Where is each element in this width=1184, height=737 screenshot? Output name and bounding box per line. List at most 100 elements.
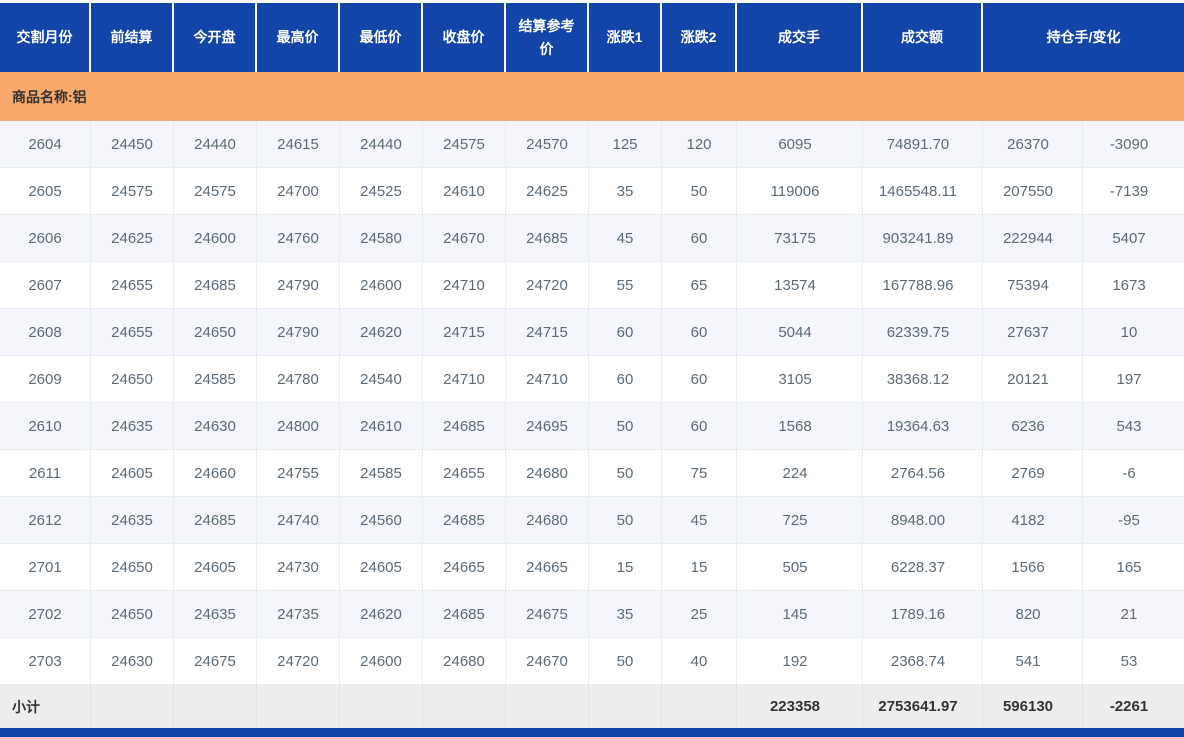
cell-high: 24615 xyxy=(257,121,340,168)
cell-open-interest: 75394 xyxy=(983,262,1083,309)
subtotal-close xyxy=(423,685,506,728)
cell-volume: 725 xyxy=(737,497,863,544)
cell-oi-change: 10 xyxy=(1083,309,1184,356)
cell-low: 24560 xyxy=(340,497,423,544)
cell-volume: 224 xyxy=(737,450,863,497)
subtotal-open xyxy=(174,685,257,728)
cell-change2: 50 xyxy=(662,168,737,215)
cell-open: 24635 xyxy=(174,591,257,638)
cell-delivery-month: 2607 xyxy=(0,262,91,309)
cell-delivery-month: 2604 xyxy=(0,121,91,168)
cell-change1: 50 xyxy=(589,497,662,544)
cell-oi-change: -6 xyxy=(1083,450,1184,497)
cell-low: 24440 xyxy=(340,121,423,168)
cell-high: 24700 xyxy=(257,168,340,215)
cell-change1: 35 xyxy=(589,168,662,215)
cell-open: 24440 xyxy=(174,121,257,168)
data-row-2606: 2606 24625 24600 24760 24580 24670 24685 45 60 73… xyxy=(0,215,1184,262)
cell-low: 24620 xyxy=(340,309,423,356)
data-row-2611: 2611 24605 24660 24755 24585 24655 24680 50 75 22… xyxy=(0,450,1184,497)
cell-prev-settlement: 24575 xyxy=(91,168,174,215)
cell-settlement-ref: 24710 xyxy=(506,356,589,403)
cell-change1: 50 xyxy=(589,638,662,685)
data-row-2703: 2703 24630 24675 24720 24600 24680 24670 50 40 19… xyxy=(0,638,1184,685)
cell-change1: 50 xyxy=(589,403,662,450)
cell-low: 24600 xyxy=(340,262,423,309)
table-body: 商品名称:铝 2604 24450 24440 24615 24440 24575 2457… xyxy=(0,72,1184,728)
subtotal-volume: 223358 xyxy=(737,685,863,728)
cell-oi-change: 165 xyxy=(1083,544,1184,591)
cell-volume: 5044 xyxy=(737,309,863,356)
cell-prev-settlement: 24650 xyxy=(91,356,174,403)
cell-high: 24730 xyxy=(257,544,340,591)
cell-volume: 119006 xyxy=(737,168,863,215)
subtotal-open-interest: 596130 xyxy=(983,685,1083,728)
data-row-2701: 2701 24650 24605 24730 24605 24665 24665 15 15 50… xyxy=(0,544,1184,591)
cell-oi-change: -3090 xyxy=(1083,121,1184,168)
cell-delivery-month: 2609 xyxy=(0,356,91,403)
commodity-group-label: 商品名称:铝 xyxy=(0,72,1184,121)
cell-oi-change: 1673 xyxy=(1083,262,1184,309)
cell-delivery-month: 2608 xyxy=(0,309,91,356)
cell-close: 24655 xyxy=(423,450,506,497)
cell-close: 24665 xyxy=(423,544,506,591)
cell-turnover: 19364.63 xyxy=(863,403,983,450)
cell-close: 24715 xyxy=(423,309,506,356)
cell-open-interest: 207550 xyxy=(983,168,1083,215)
col-header-change2: 涨跌2 xyxy=(662,0,737,72)
commodity-group-row: 商品名称:铝 xyxy=(0,72,1184,121)
cell-low: 24585 xyxy=(340,450,423,497)
cell-oi-change: -95 xyxy=(1083,497,1184,544)
cell-delivery-month: 2605 xyxy=(0,168,91,215)
table-header: 交割月份 前结算 今开盘 最高价 最低价 收盘价 结算参考价 涨跌1 涨跌2 成交手 成交额 持仓手/… xyxy=(0,0,1184,72)
cell-turnover: 62339.75 xyxy=(863,309,983,356)
cell-close: 24685 xyxy=(423,497,506,544)
cell-turnover: 167788.96 xyxy=(863,262,983,309)
cell-open-interest: 2769 xyxy=(983,450,1083,497)
cell-turnover: 74891.70 xyxy=(863,121,983,168)
cell-volume: 192 xyxy=(737,638,863,685)
cell-prev-settlement: 24635 xyxy=(91,403,174,450)
cell-close: 24610 xyxy=(423,168,506,215)
cell-open-interest: 541 xyxy=(983,638,1083,685)
cell-prev-settlement: 24655 xyxy=(91,262,174,309)
cell-prev-settlement: 24650 xyxy=(91,544,174,591)
cell-prev-settlement: 24655 xyxy=(91,309,174,356)
subtotal-settlement-ref xyxy=(506,685,589,728)
cell-open-interest: 222944 xyxy=(983,215,1083,262)
cell-high: 24740 xyxy=(257,497,340,544)
table-header-row: 交割月份 前结算 今开盘 最高价 最低价 收盘价 结算参考价 涨跌1 涨跌2 成交手 成交额 持仓手/… xyxy=(0,0,1184,72)
cell-low: 24610 xyxy=(340,403,423,450)
cell-volume: 73175 xyxy=(737,215,863,262)
col-header-delivery-month: 交割月份 xyxy=(0,0,91,72)
cell-delivery-month: 2612 xyxy=(0,497,91,544)
cell-change2: 40 xyxy=(662,638,737,685)
cell-change2: 60 xyxy=(662,356,737,403)
cell-change1: 60 xyxy=(589,356,662,403)
cell-volume: 3105 xyxy=(737,356,863,403)
cell-open-interest: 20121 xyxy=(983,356,1083,403)
col-header-change1: 涨跌1 xyxy=(589,0,662,72)
cell-open-interest: 27637 xyxy=(983,309,1083,356)
subtotal-prev-settlement xyxy=(91,685,174,728)
cell-low: 24540 xyxy=(340,356,423,403)
cell-delivery-month: 2611 xyxy=(0,450,91,497)
cell-delivery-month: 2701 xyxy=(0,544,91,591)
data-row-2605: 2605 24575 24575 24700 24525 24610 24625 35 50 11… xyxy=(0,168,1184,215)
subtotal-change1 xyxy=(589,685,662,728)
subtotal-label: 小计 xyxy=(0,685,91,728)
cell-oi-change: 543 xyxy=(1083,403,1184,450)
cell-low: 24580 xyxy=(340,215,423,262)
cell-high: 24735 xyxy=(257,591,340,638)
col-header-settlement-ref: 结算参考价 xyxy=(506,0,589,72)
cell-change2: 120 xyxy=(662,121,737,168)
data-row-2609: 2609 24650 24585 24780 24540 24710 24710 60 60 31… xyxy=(0,356,1184,403)
data-row-2612: 2612 24635 24685 24740 24560 24685 24680 50 45 72… xyxy=(0,497,1184,544)
cell-open: 24605 xyxy=(174,544,257,591)
cell-settlement-ref: 24685 xyxy=(506,215,589,262)
cell-oi-change: 5407 xyxy=(1083,215,1184,262)
cell-change2: 60 xyxy=(662,215,737,262)
cell-prev-settlement: 24635 xyxy=(91,497,174,544)
cell-oi-change: -7139 xyxy=(1083,168,1184,215)
